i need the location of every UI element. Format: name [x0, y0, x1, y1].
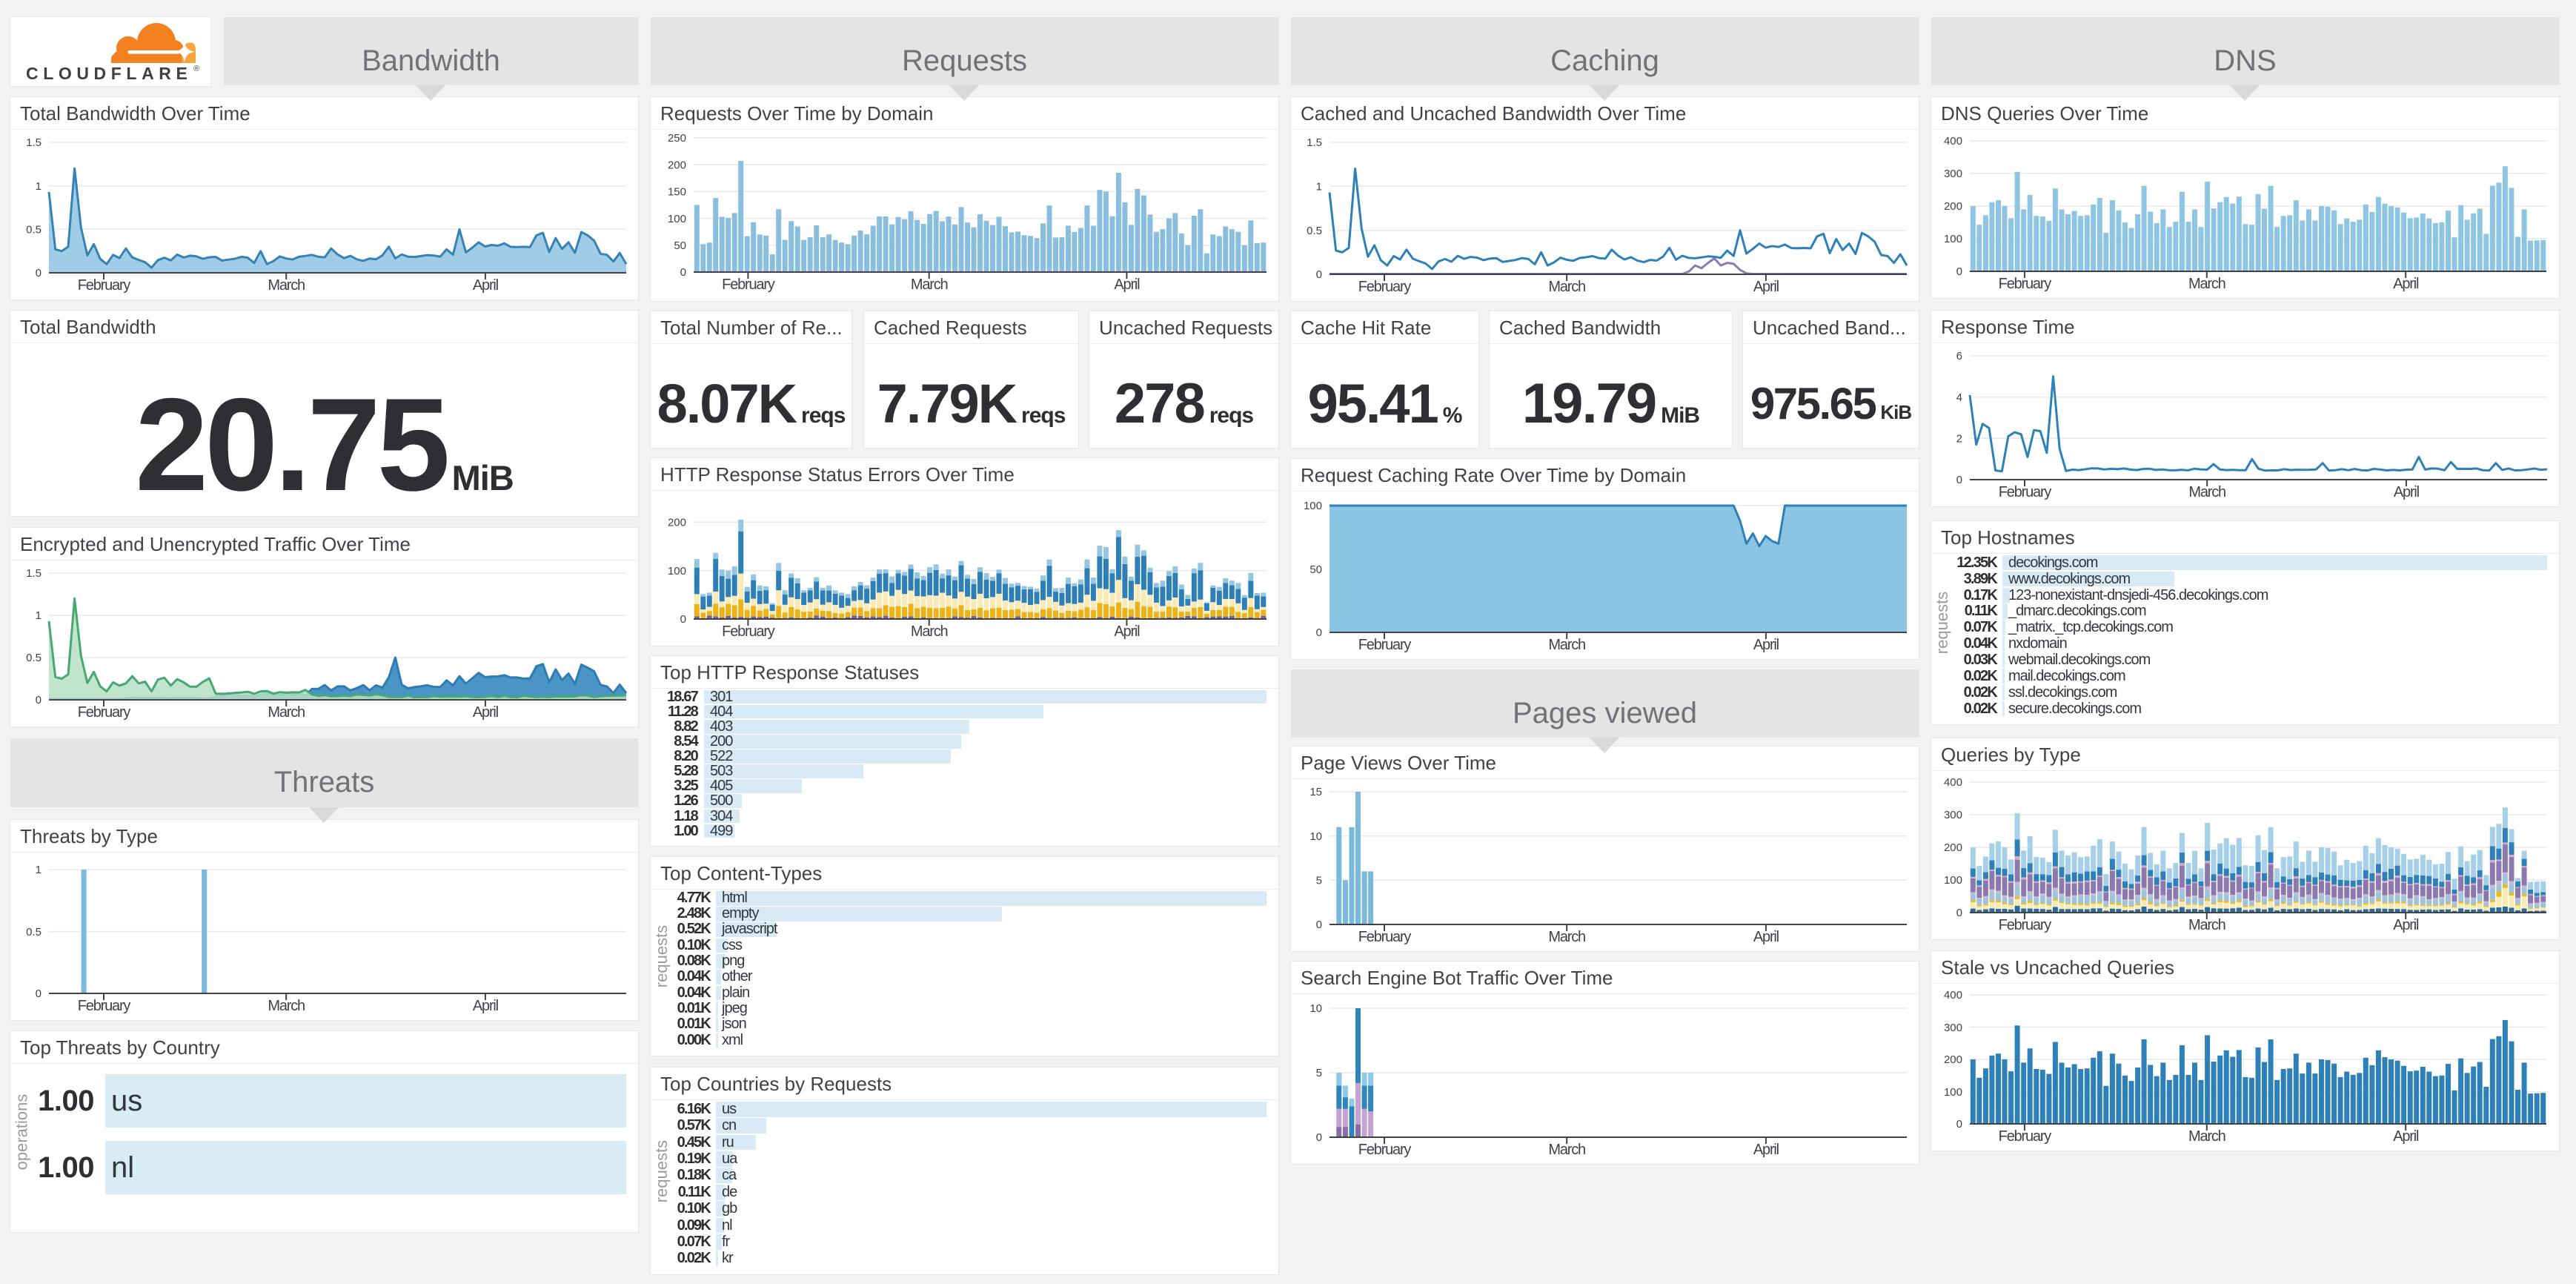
svg-text:0: 0: [1316, 626, 1322, 639]
svg-text:®: ®: [193, 64, 199, 73]
svg-text:March: March: [2188, 1128, 2225, 1145]
svg-text:150: 150: [668, 186, 686, 199]
svg-text:200: 200: [1944, 200, 1962, 213]
svg-text:200: 200: [668, 159, 686, 171]
svg-text:6: 6: [1956, 350, 1962, 363]
svg-text:February: February: [722, 623, 775, 640]
svg-text:February: February: [1358, 637, 1412, 653]
svg-text:April: April: [2393, 917, 2419, 933]
svg-text:0: 0: [680, 613, 686, 626]
svg-text:0: 0: [1956, 474, 1962, 486]
svg-text:200: 200: [1944, 1053, 1962, 1066]
svg-text:February: February: [1999, 276, 2052, 292]
svg-text:200: 200: [668, 517, 686, 529]
svg-text:February: February: [1999, 917, 2052, 933]
svg-text:10: 10: [1309, 830, 1322, 843]
svg-text:4: 4: [1956, 391, 1962, 404]
svg-text:March: March: [268, 704, 305, 721]
svg-text:400: 400: [1944, 135, 1962, 148]
svg-text:March: March: [268, 277, 305, 294]
svg-text:CLOUDFLARE: CLOUDFLARE: [26, 64, 192, 83]
svg-text:2: 2: [1956, 433, 1962, 446]
svg-text:February: February: [1358, 1142, 1412, 1158]
svg-text:March: March: [2188, 484, 2225, 500]
svg-text:March: March: [911, 277, 948, 293]
svg-text:50: 50: [1309, 563, 1322, 576]
svg-text:February: February: [1999, 484, 2052, 500]
svg-text:400: 400: [1944, 776, 1962, 789]
svg-text:February: February: [78, 998, 131, 1014]
svg-text:April: April: [473, 704, 499, 721]
svg-text:0: 0: [680, 266, 686, 279]
svg-text:March: March: [2188, 276, 2225, 292]
svg-text:0: 0: [1316, 268, 1322, 281]
svg-text:0: 0: [36, 987, 42, 1000]
svg-text:200: 200: [1944, 841, 1962, 854]
svg-text:0: 0: [1956, 1118, 1962, 1131]
svg-text:April: April: [1114, 623, 1140, 640]
svg-text:April: April: [2394, 484, 2420, 500]
svg-text:March: March: [2188, 917, 2225, 933]
svg-text:April: April: [473, 277, 499, 294]
svg-text:100: 100: [668, 213, 686, 225]
svg-text:100: 100: [1944, 233, 1962, 245]
svg-text:0: 0: [36, 267, 42, 279]
svg-text:April: April: [473, 998, 499, 1014]
svg-text:February: February: [78, 704, 131, 721]
svg-text:1.5: 1.5: [26, 567, 42, 580]
svg-text:April: April: [1753, 929, 1779, 945]
svg-text:March: March: [1548, 279, 1585, 295]
svg-text:February: February: [78, 277, 131, 294]
svg-text:1: 1: [36, 609, 42, 622]
svg-text:5: 5: [1316, 1067, 1322, 1079]
svg-text:1: 1: [36, 180, 42, 193]
svg-text:March: March: [1548, 929, 1585, 945]
svg-text:0.5: 0.5: [26, 224, 42, 236]
svg-text:March: March: [1548, 637, 1585, 653]
svg-text:0.5: 0.5: [1307, 225, 1322, 237]
svg-text:1.5: 1.5: [1307, 136, 1322, 149]
svg-text:February: February: [1358, 279, 1412, 295]
svg-text:100: 100: [1304, 500, 1322, 512]
svg-text:March: March: [911, 623, 948, 640]
svg-text:0: 0: [36, 694, 42, 706]
svg-text:1.5: 1.5: [26, 136, 42, 149]
svg-text:March: March: [1548, 1142, 1585, 1158]
svg-text:0: 0: [1956, 265, 1962, 278]
svg-text:50: 50: [674, 239, 686, 252]
svg-text:April: April: [1753, 637, 1779, 653]
svg-text:April: April: [1114, 277, 1140, 293]
svg-text:15: 15: [1309, 786, 1322, 798]
svg-text:300: 300: [1944, 168, 1962, 180]
svg-text:300: 300: [1944, 1022, 1962, 1034]
svg-text:300: 300: [1944, 809, 1962, 821]
svg-text:April: April: [2393, 1128, 2419, 1145]
svg-text:400: 400: [1944, 989, 1962, 1002]
svg-text:250: 250: [668, 132, 686, 145]
svg-text:February: February: [1999, 1128, 2052, 1145]
svg-text:1: 1: [36, 864, 42, 876]
svg-text:100: 100: [668, 565, 686, 578]
svg-text:0: 0: [1316, 919, 1322, 931]
svg-text:1: 1: [1316, 181, 1322, 193]
svg-text:100: 100: [1944, 1086, 1962, 1099]
svg-text:0: 0: [1316, 1131, 1322, 1144]
svg-text:0.5: 0.5: [26, 926, 42, 939]
svg-text:10: 10: [1309, 1002, 1322, 1015]
svg-text:100: 100: [1944, 874, 1962, 887]
svg-text:0: 0: [1956, 907, 1962, 919]
svg-text:5: 5: [1316, 875, 1322, 887]
svg-text:April: April: [1753, 1142, 1779, 1158]
svg-text:April: April: [1753, 279, 1779, 295]
svg-text:February: February: [722, 277, 775, 293]
svg-text:0.5: 0.5: [26, 652, 42, 664]
svg-text:April: April: [2393, 276, 2419, 292]
svg-text:March: March: [268, 998, 305, 1014]
svg-text:February: February: [1358, 929, 1412, 945]
